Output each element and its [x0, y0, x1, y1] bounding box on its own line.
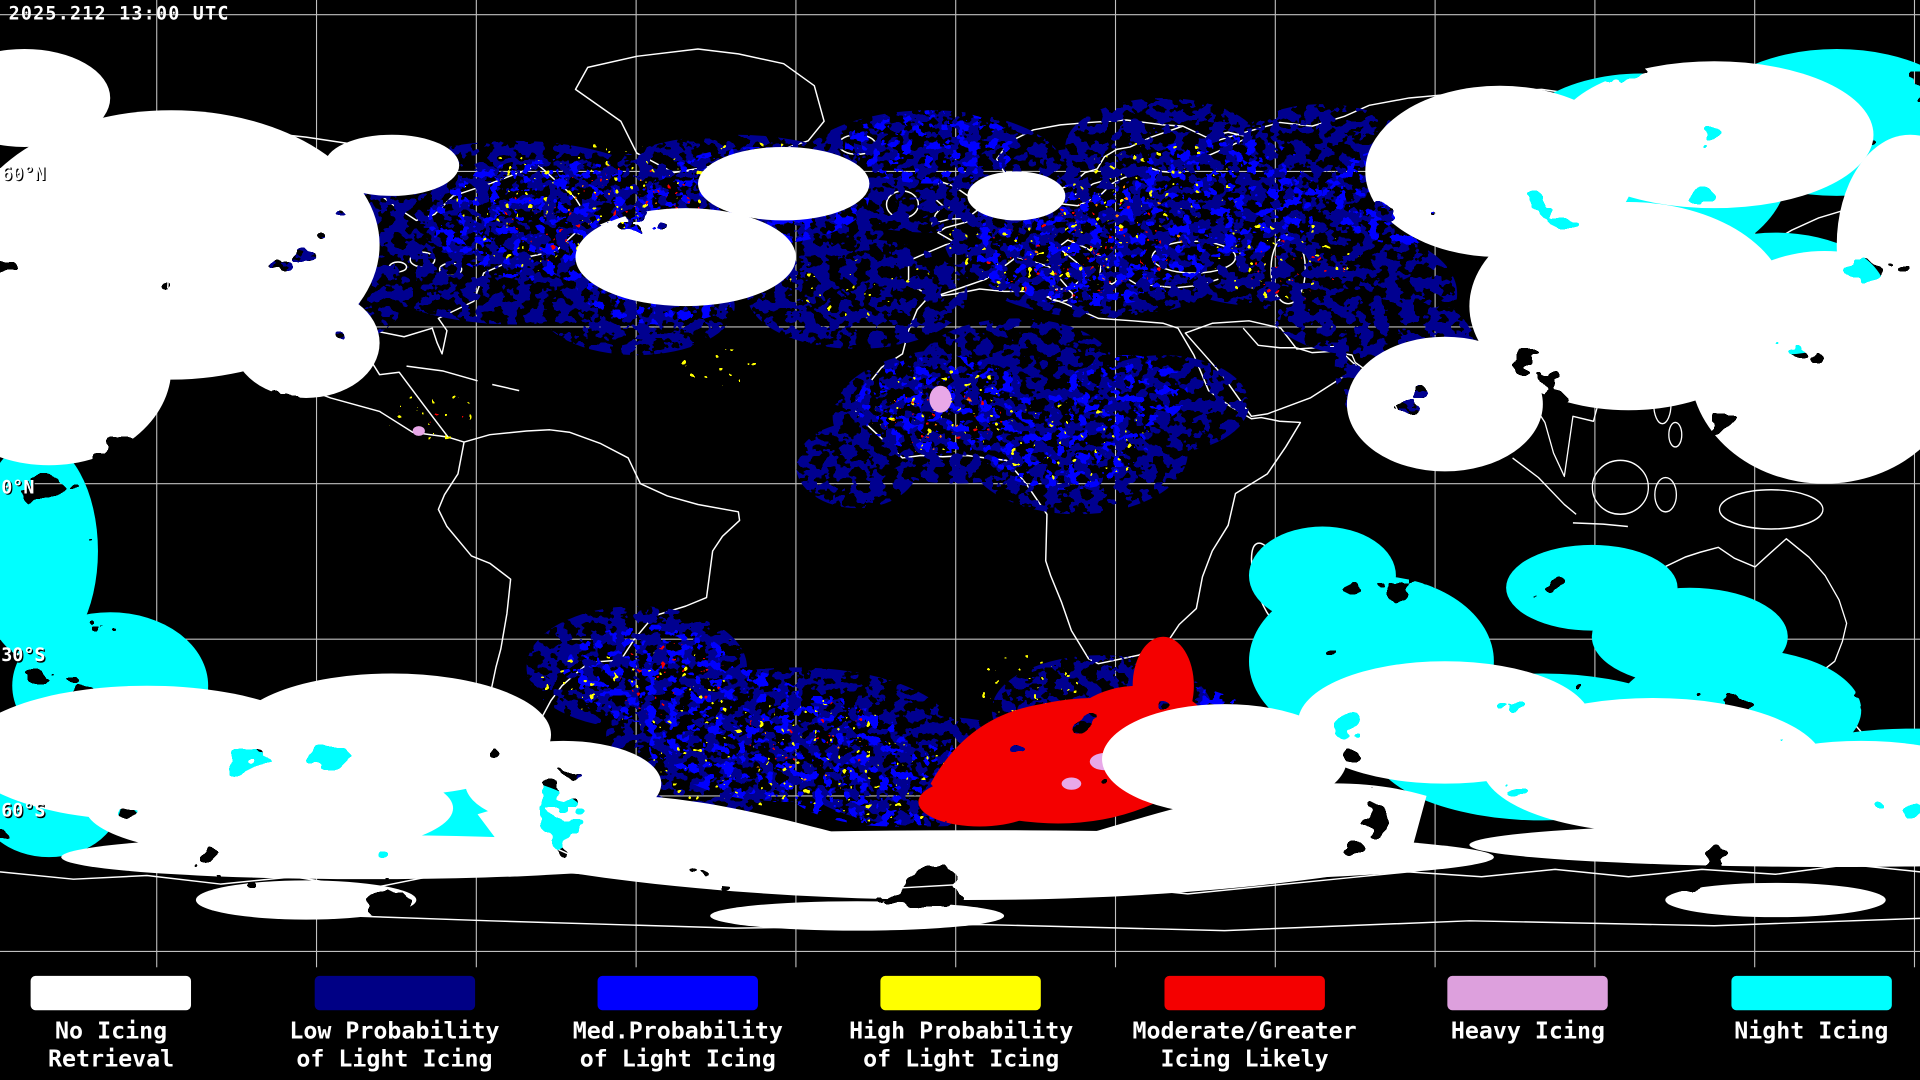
legend-swatch-moderate-greater: [1164, 975, 1325, 1011]
latitude-label-60n: 60°N: [1, 162, 46, 185]
legend-label: Moderate/Greater: [1132, 1017, 1357, 1045]
legend: No Icing Retrieval Low Probability of Li…: [0, 967, 1920, 1080]
legend-item-moderate-greater: Moderate/Greater Icing Likely: [1103, 967, 1386, 1080]
map-canvas: [0, 0, 1920, 968]
latitude-label-60s: 60°S: [1, 799, 46, 822]
legend-label: Heavy Icing: [1450, 1017, 1605, 1045]
legend-label: [1734, 1046, 1888, 1074]
legend-label: No Icing: [55, 1017, 168, 1045]
legend-label: Low Probability: [289, 1017, 500, 1045]
latitude-label-30s: 30°S: [1, 644, 46, 667]
legend-label: High Probability: [849, 1017, 1074, 1045]
legend-label: of Light Icing: [579, 1045, 776, 1073]
world-map: 60°N 0°N 30°S 60°S: [0, 0, 1920, 968]
coast-antarctica-inner: [244, 911, 1920, 932]
legend-swatch-high-probability: [880, 975, 1042, 1011]
legend-swatch-night-icing: [1731, 975, 1892, 1011]
legend-swatch-heavy-icing: [1447, 975, 1609, 1011]
latitude-label-0n: 0°N: [1, 476, 35, 499]
legend-item-low-probability: Low Probability of Light Icing: [253, 967, 536, 1080]
legend-item-high-probability: High Probability of Light Icing: [820, 967, 1103, 1080]
legend-swatch-low-probability: [314, 975, 475, 1011]
legend-label: Med.Probability: [572, 1017, 783, 1045]
legend-label: Retrieval: [48, 1045, 175, 1073]
legend-item-med-probability: Med.Probability of Light Icing: [536, 967, 819, 1080]
legend-label: of Light Icing: [863, 1045, 1060, 1073]
legend-item-night-icing: Night Icing: [1670, 967, 1920, 1080]
no-retrieval-cloud-layer: [0, 48, 1920, 931]
legend-swatch-med-probability: [597, 975, 759, 1011]
legend-label: of Light Icing: [296, 1045, 493, 1073]
legend-label: Night Icing: [1734, 1017, 1889, 1045]
legend-item-no-icing-retrieval: No Icing Retrieval: [0, 967, 253, 1080]
legend-label: [1451, 1046, 1605, 1074]
legend-item-heavy-icing: Heavy Icing: [1386, 967, 1669, 1080]
moderate-icing-sparse-layer: [391, 165, 1347, 772]
legend-swatch-no-icing-retrieval: [30, 975, 192, 1011]
legend-label: Icing Likely: [1160, 1045, 1329, 1073]
timestamp: 2025.212 13:00 UTC: [8, 2, 230, 25]
